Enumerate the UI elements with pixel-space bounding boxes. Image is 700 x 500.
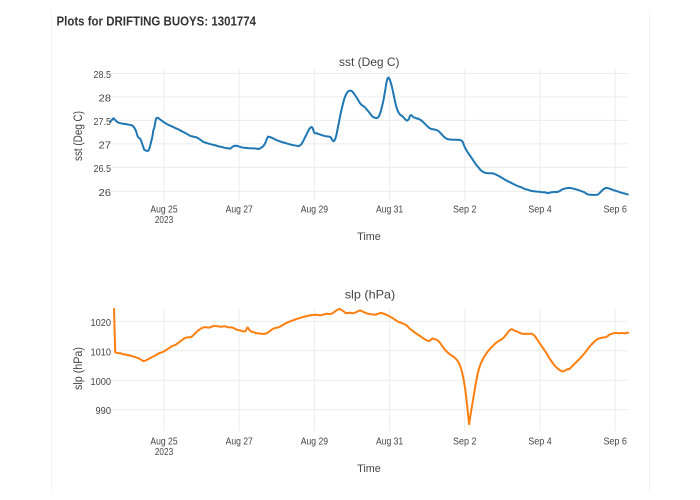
svg-text:Aug 29: Aug 29 <box>301 436 328 448</box>
svg-text:27: 27 <box>99 141 112 152</box>
svg-text:Plots for DRIFTING BUOYS: 1301: Plots for DRIFTING BUOYS: 1301774 <box>57 14 257 29</box>
svg-text:Sep 4: Sep 4 <box>528 436 552 448</box>
svg-text:sst (Deg C): sst (Deg C) <box>73 111 85 161</box>
svg-text:Aug 27: Aug 27 <box>226 204 253 216</box>
svg-text:Sep 2: Sep 2 <box>453 204 477 216</box>
svg-text:1000: 1000 <box>91 377 112 388</box>
svg-text:990: 990 <box>96 406 112 417</box>
svg-text:Sep 6: Sep 6 <box>603 204 627 216</box>
svg-text:Aug 27: Aug 27 <box>226 436 253 448</box>
svg-text:Sep 4: Sep 4 <box>528 204 552 216</box>
svg-text:26.5: 26.5 <box>94 164 112 175</box>
svg-text:27.5: 27.5 <box>94 117 112 128</box>
svg-text:slp (hPa): slp (hPa) <box>345 287 396 301</box>
svg-text:Aug 25: Aug 25 <box>150 436 177 448</box>
svg-text:1010: 1010 <box>91 347 112 358</box>
svg-text:Aug 31: Aug 31 <box>376 436 403 448</box>
svg-text:sst (Deg C): sst (Deg C) <box>339 55 400 69</box>
svg-text:1020: 1020 <box>91 318 112 329</box>
svg-text:Time: Time <box>357 463 381 475</box>
svg-text:2023: 2023 <box>155 446 173 458</box>
svg-text:26: 26 <box>99 188 112 199</box>
svg-text:Sep 2: Sep 2 <box>453 436 477 448</box>
svg-text:Aug 31: Aug 31 <box>376 204 403 216</box>
svg-text:Time: Time <box>357 231 381 243</box>
svg-text:Sep 6: Sep 6 <box>603 436 627 448</box>
svg-text:slp (hPa): slp (hPa) <box>73 347 85 390</box>
svg-text:Aug 29: Aug 29 <box>301 204 328 216</box>
svg-text:28.5: 28.5 <box>94 70 112 81</box>
svg-text:2023: 2023 <box>155 214 173 226</box>
svg-text:28: 28 <box>99 94 112 105</box>
svg-text:Aug 25: Aug 25 <box>150 204 177 216</box>
